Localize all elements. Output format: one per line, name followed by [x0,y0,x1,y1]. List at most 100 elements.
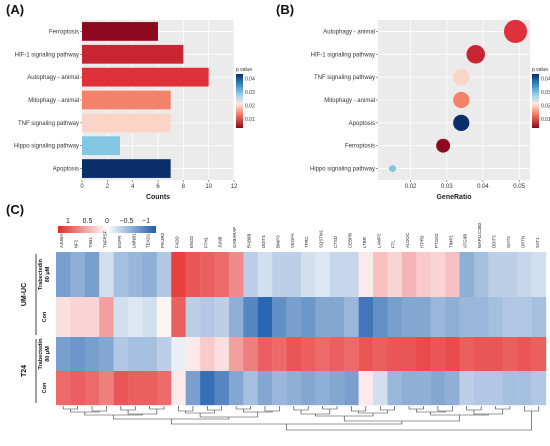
heatmap-legend-ticks: 1 0.5 0 −0.5 −1 [66,218,150,225]
heatmap-legend-tick: 1 [66,218,70,225]
heatmap-cell [257,252,273,298]
dendrogram-branch [286,411,532,431]
heatmap-cell [344,297,359,338]
heatmap-cell [286,337,302,372]
gene-label: SAT1 [535,237,540,248]
heatmap-cell [171,371,186,406]
dendrogram-branch [243,409,273,413]
heatmap-cell [502,337,518,372]
gene-label: OPTN [520,236,525,248]
gene-label: LMNB1 [131,233,136,248]
dendrogram-branch [170,419,403,425]
heatmap-cell [272,371,287,406]
heatmap-cell [70,337,86,372]
heatmap-cell [416,252,431,298]
heatmap-cell [286,252,302,298]
dendrogram-branch [149,406,165,410]
panel-b-legend-colorbar [532,74,539,128]
gene-label: BNIP3 [275,235,280,248]
heatmap-cell [156,337,172,372]
gene-label: DDIT3 [492,235,497,248]
heatmap-cell [488,371,503,406]
heatmap-cell [315,337,331,372]
panel-a-x-ticks: 0 2 4 6 8 10 12 [80,180,238,190]
x-tick-label: 8 [182,184,186,190]
x-tick-label: 4 [131,184,135,190]
bar [82,159,171,178]
heatmap-cell [488,297,503,338]
dendrogram-branch [84,412,143,416]
legend-tick-label: 0.04 [541,77,550,83]
x-tick-label: 0.04 [477,184,489,190]
category-label: HIF-1 signaling pathway [311,52,375,58]
heatmap-cell [473,252,489,298]
heatmap-cell [401,252,417,298]
heatmap-cell [128,297,143,338]
heatmap-cell [315,297,331,338]
heatmap-dendrogram [62,406,540,431]
gene-label: TIMP1 [448,235,453,248]
panel-a-legend-ticks: 0.04 0.03 0.02 0.01 [245,77,255,124]
x-tick-label: 2 [106,184,110,190]
dendrogram-branch [408,406,424,410]
heatmap-cell [200,337,215,372]
panel-a-label: (A) [6,2,24,17]
gene-label: PTGS2 [434,233,439,248]
heatmap-cell [214,297,230,338]
panel-a-bars [82,22,209,178]
heatmap-cell [344,337,359,372]
heatmap-cell [517,337,532,372]
x-tick-label: 10 [205,184,212,190]
gene-label: MAP1LC3B2 [477,222,482,248]
heatmap-cell [243,371,258,406]
heatmap-cell [301,297,316,338]
heatmap-cell [84,297,100,338]
heatmap-cell [84,337,100,372]
heatmap-cell [401,337,417,372]
category-label: Apoptosis [53,167,79,173]
panel-b-x-ticks: 0.02 0.03 0.04 0.05 [405,180,526,190]
dendrogram-branch [495,406,511,410]
category-label: Apoptosis [349,121,375,127]
gene-label: JUNB [218,236,223,248]
row-label: Con [42,311,48,322]
gene-label: VEGFA [290,233,295,248]
heatmap-cell [517,252,532,298]
dendrogram-branch [120,406,136,411]
heatmap-cell [56,337,71,372]
heatmap-cell [70,371,86,406]
gene-label: NF2 [74,239,79,248]
dendrogram-branch [235,406,251,410]
heatmap-cell [459,337,475,372]
panel-a-x-axis-title: Counts [146,194,170,201]
heatmap-cell [243,337,258,372]
panel-b-category-labels: Autophagy - animal HIF-1 signaling pathwa… [310,29,378,173]
row-label: Con [42,382,48,393]
heatmap-cell [171,252,186,298]
legend-tick-label: 0.02 [541,104,550,110]
legend-tick-label: 0.02 [245,104,255,110]
heatmap-cell [200,297,215,338]
gene-label: FADD [175,236,180,248]
x-tick-label: 0.02 [405,184,417,190]
panel-c-heatmap: 1 0.5 0 −0.5 −1 AJUBA NF2 TAB1 TNFRSF EGFR LMNB1 T… [21,218,547,431]
heatmap-cell [373,371,388,406]
category-label: Mitophagy - animal [28,98,79,104]
heatmap-cell [344,371,359,406]
x-tick-label: 0.03 [441,184,453,190]
heatmap-cell [531,337,547,372]
gene-label: ALDOC [405,233,410,248]
heatmap-cell [416,337,431,372]
row-label-line: 80 μM [45,346,51,362]
heatmap-cell [243,297,258,338]
heatmap-cell [502,297,518,338]
heatmap-cell [142,371,158,406]
heatmap-cell [531,252,547,298]
heatmap-cell [56,252,71,298]
dendrogram-branch [91,406,107,412]
row-label-line: Con [42,311,48,322]
heatmap-cell [272,297,287,338]
dendrogram-branch [322,406,338,410]
dendrogram-branch [178,406,194,412]
